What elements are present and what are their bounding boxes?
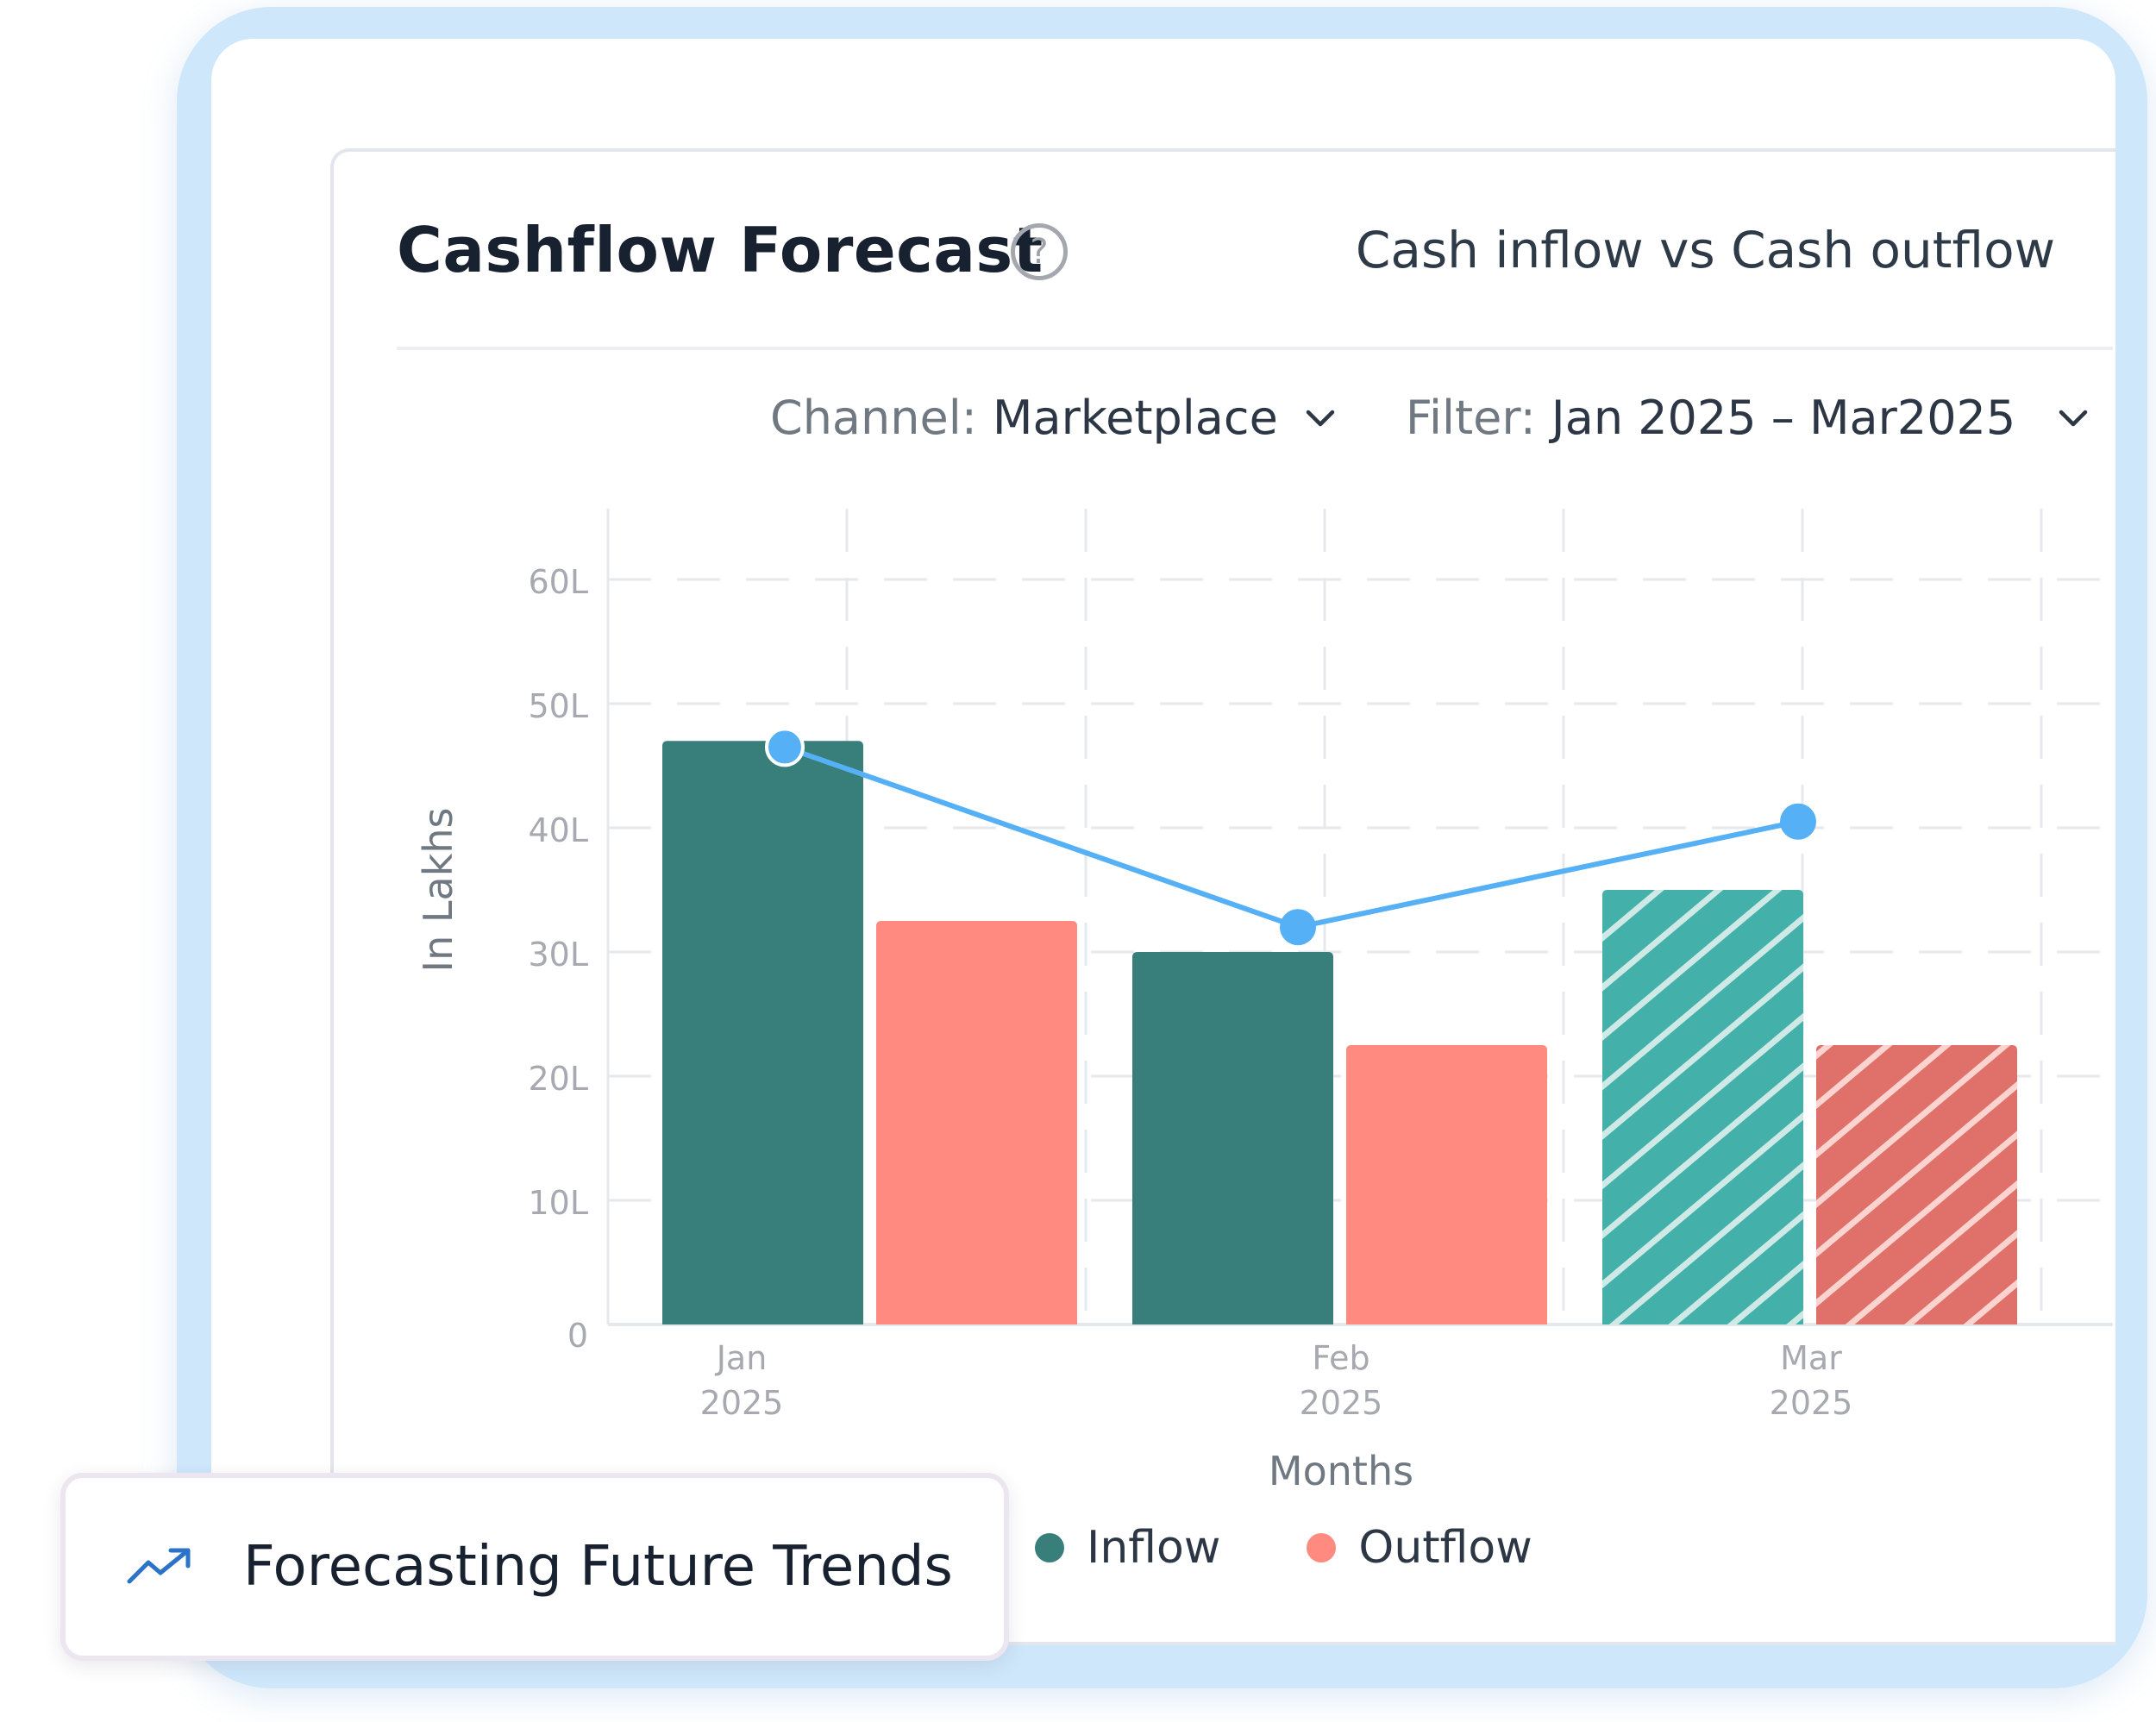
y-tick-label: 40L [528, 811, 588, 849]
bar-inflow-mar [1602, 890, 1803, 1324]
cashflow-card [330, 148, 2115, 1645]
y-tick-label: 60L [528, 563, 588, 601]
trend-point [1780, 803, 1816, 840]
legend-item-inflow[interactable]: Inflow [1035, 1513, 1220, 1582]
help-icon[interactable]: ? [1011, 223, 1068, 280]
y-tick-label: 0 [567, 1317, 588, 1355]
bars [662, 741, 2017, 1324]
x-tick-year: 2025 [1300, 1384, 1383, 1422]
x-axis-title: Months [1269, 1448, 1413, 1494]
outflow-dot-icon [1307, 1533, 1337, 1562]
bar-outflow-jan [876, 921, 1077, 1324]
y-tick-label: 50L [528, 687, 588, 725]
badge-label: Forecasting Future Trends [243, 1535, 953, 1599]
inflow-dot-icon [1035, 1533, 1064, 1562]
y-tick-label: 20L [528, 1060, 588, 1098]
y-axis-ticks: 0 10L 20L 30L 40L 50L 60L [528, 563, 588, 1355]
chevron-down-icon [2059, 410, 2088, 427]
x-tick-month: Mar [1780, 1339, 1842, 1377]
date-range-dropdown[interactable]: Filter: Jan 2025 – Mar2025 [1406, 384, 2090, 453]
bar-inflow-feb [1132, 952, 1333, 1324]
bar-outflow-feb [1346, 1045, 1547, 1324]
channel-label: Channel: [770, 391, 977, 445]
header-divider [397, 347, 2113, 350]
filter-label: Filter: [1405, 391, 1536, 445]
x-tick-year: 2025 [700, 1384, 784, 1422]
trending-up-icon [127, 1548, 191, 1584]
x-tick-year: 2025 [1770, 1384, 1853, 1422]
x-tick-month: Feb [1312, 1339, 1369, 1377]
trend-point [1280, 909, 1316, 946]
bar-outflow-mar [1816, 1045, 2017, 1324]
y-tick-label: 30L [528, 936, 588, 974]
filter-value: Jan 2025 – Mar2025 [1551, 391, 2016, 445]
channel-dropdown[interactable]: Channel: Marketplace [770, 384, 1337, 453]
x-axis-labels: Jan 2025 Feb 2025 Mar 2025 [700, 1339, 1853, 1422]
y-tick-label: 10L [528, 1184, 588, 1222]
page-title: Cashflow Forecast [397, 214, 1044, 286]
trend-line [765, 727, 1816, 946]
forecast-badge: Forecasting Future Trends [60, 1473, 1009, 1661]
channel-value: Marketplace [992, 391, 1278, 445]
legend-label-outflow: Outflow [1358, 1522, 1532, 1574]
chevron-down-icon [1306, 410, 1335, 427]
legend-item-outflow[interactable]: Outflow [1307, 1513, 1532, 1582]
bar-inflow-jan [662, 741, 863, 1324]
chart-legend: Inflow Outflow [1035, 1513, 1532, 1582]
chart-subtitle: Cash inflow vs Cash outflow [1355, 221, 2055, 279]
filter-bar: Channel: Marketplace Filter: Jan 2025 – … [770, 384, 2090, 453]
x-tick-month: Jan [715, 1339, 768, 1377]
trend-point [765, 727, 805, 767]
y-axis-title: In Lakhs [415, 808, 461, 973]
legend-label-inflow: Inflow [1087, 1522, 1221, 1574]
